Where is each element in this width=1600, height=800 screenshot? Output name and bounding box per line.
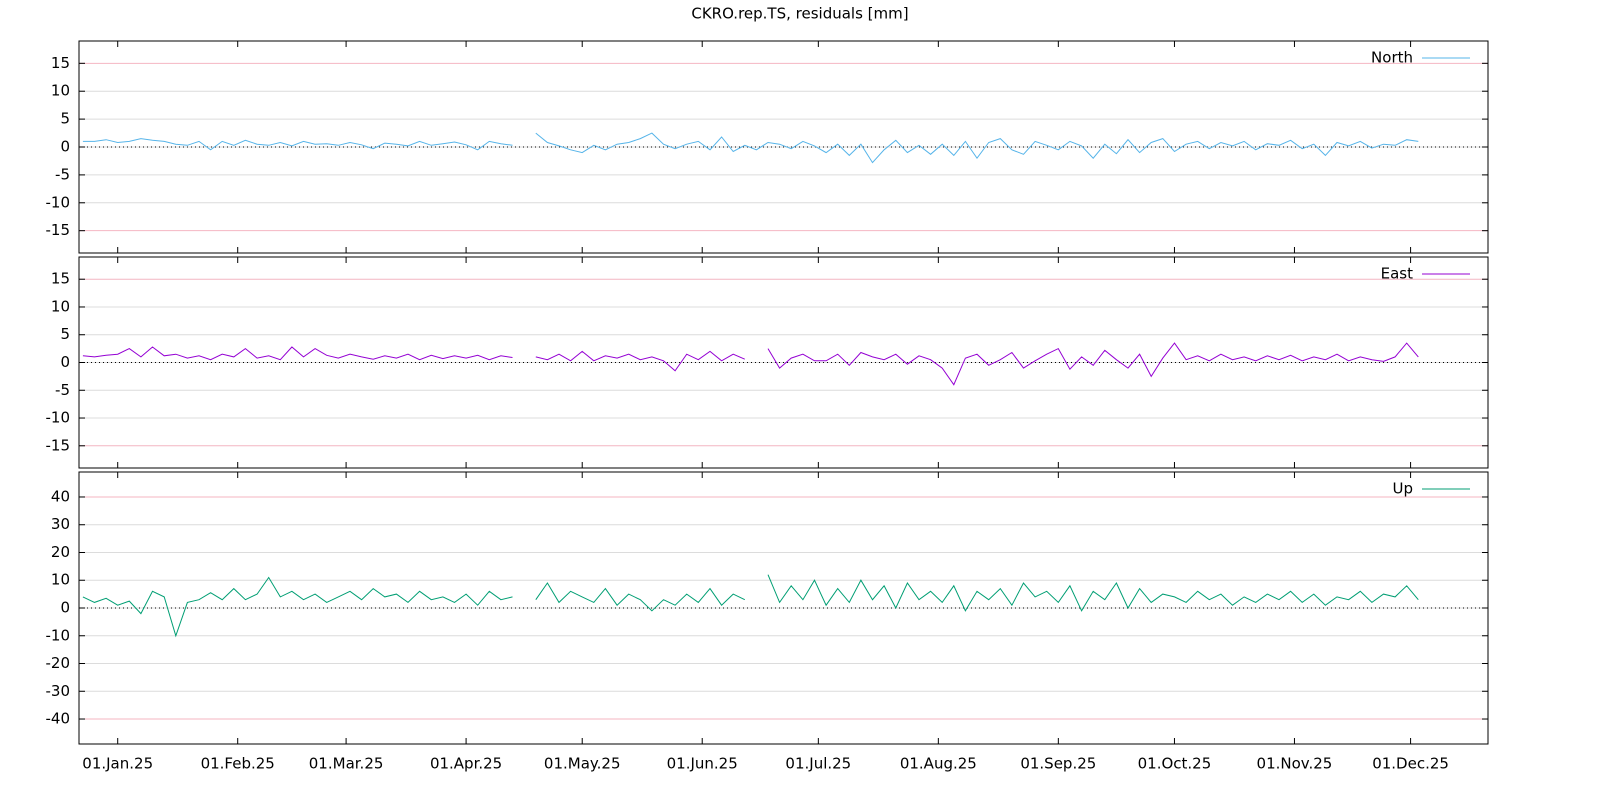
series-line xyxy=(82,342,1419,386)
y-tick-label: 0 xyxy=(60,138,70,156)
y-tick-label: 20 xyxy=(51,543,70,561)
x-tick-label: 01.Jul.25 xyxy=(785,755,851,773)
y-tick-label: 0 xyxy=(60,599,70,617)
y-tick-label: -15 xyxy=(46,221,71,239)
series-line xyxy=(82,574,1419,638)
plot-frame xyxy=(78,471,1489,745)
y-tick-label: 5 xyxy=(60,325,70,343)
x-tick-label: 01.Jun.25 xyxy=(667,755,738,773)
y-tick-label: -5 xyxy=(55,165,70,183)
y-tick-label: -10 xyxy=(46,193,71,211)
y-tick-label: 10 xyxy=(51,82,70,100)
x-tick-label: 01.Sep.25 xyxy=(1020,755,1096,773)
y-tick-label: -5 xyxy=(55,381,70,399)
y-tick-label: -10 xyxy=(46,409,71,427)
series-line xyxy=(82,132,1419,164)
y-tick-label: 10 xyxy=(51,571,70,589)
y-tick-label: 0 xyxy=(60,353,70,371)
legend-label: East xyxy=(1381,265,1413,283)
y-tick-label: -30 xyxy=(46,682,71,700)
x-tick-label: 01.Mar.25 xyxy=(309,755,384,773)
x-tick-label: 01.Oct.25 xyxy=(1138,755,1212,773)
x-tick-label: 01.Jan.25 xyxy=(82,755,153,773)
y-tick-label: 30 xyxy=(51,515,70,533)
x-tick-label: 01.Aug.25 xyxy=(900,755,977,773)
y-tick-label: 15 xyxy=(51,54,70,72)
legend-label: North xyxy=(1371,49,1413,67)
x-tick-label: 01.May.25 xyxy=(544,755,621,773)
x-tick-label: 01.Dec.25 xyxy=(1372,755,1449,773)
x-tick-label: 01.Apr.25 xyxy=(430,755,502,773)
plot-frame xyxy=(78,40,1489,254)
y-tick-label: 40 xyxy=(51,487,70,505)
y-tick-label: -20 xyxy=(46,654,71,672)
plot-frame xyxy=(78,256,1489,469)
x-tick-label: 01.Nov.25 xyxy=(1257,755,1333,773)
x-tick-label: 01.Feb.25 xyxy=(201,755,275,773)
y-tick-label: -40 xyxy=(46,710,71,728)
y-tick-label: -15 xyxy=(46,436,71,454)
y-tick-label: -10 xyxy=(46,626,71,644)
y-tick-label: 5 xyxy=(60,110,70,128)
chart-title: CKRO.rep.TS, residuals [mm] xyxy=(691,5,908,23)
y-tick-label: 10 xyxy=(51,297,70,315)
legend-label: Up xyxy=(1392,480,1413,498)
y-tick-label: 15 xyxy=(51,270,70,288)
